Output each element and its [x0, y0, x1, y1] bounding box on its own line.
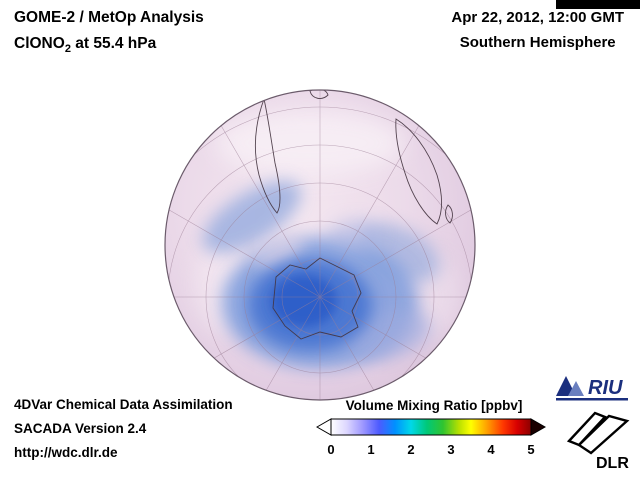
datetime-label: Apr 22, 2012, 12:00 GMT	[451, 9, 624, 26]
coastline-island-north	[309, 90, 329, 99]
colorbar-right-arrow	[530, 418, 547, 436]
riu-logo-underline	[556, 398, 628, 401]
hemisphere-map	[164, 89, 476, 401]
coastline-south-america	[254, 97, 281, 214]
riu-logo: RIU	[556, 376, 628, 401]
dlr-logo: DLR	[566, 411, 630, 472]
colorbar-tick: 5	[527, 442, 534, 457]
species-name: ClONO	[14, 34, 65, 52]
colorbar-tick: 0	[327, 442, 334, 457]
header-right: Apr 22, 2012, 12:00 GMT Southern Hemisph…	[451, 10, 624, 50]
riu-logo-text: RIU	[588, 377, 623, 399]
riu-logo-mountain-light	[568, 381, 584, 396]
coastline-antarctica	[272, 257, 362, 340]
colorbar-tick: 1	[367, 442, 374, 457]
assimilation-label: 4DVar Chemical Data Assimilation	[14, 397, 233, 412]
colorbar: Volume Mixing Ratio [ppbv] 0 1 2 3 4 5	[316, 398, 552, 460]
version-label: SACADA Version 2.4	[14, 421, 147, 436]
dlr-logo-text: DLR	[596, 455, 629, 472]
species-subscript: 2	[64, 42, 71, 55]
colorbar-tick: 2	[407, 442, 414, 457]
colorbar-left-arrow	[316, 418, 332, 436]
pressure-level: at 55.4 hPa	[70, 34, 157, 52]
coastline-africa	[395, 118, 442, 225]
screen-corner-artifact	[556, 0, 640, 9]
colorbar-gradient-bar	[330, 418, 532, 436]
coastline-madagascar	[445, 204, 453, 224]
colorbar-title: Volume Mixing Ratio [ppbv]	[345, 398, 523, 413]
species-level-label: ClONO2 at 55.4 hPa	[14, 34, 204, 55]
analysis-title: GOME-2 / MetOp Analysis	[14, 9, 204, 26]
dlr-logo-mark	[566, 411, 630, 455]
colorbar-tick: 4	[487, 442, 495, 457]
hemisphere-label: Southern Hemisphere	[459, 34, 616, 51]
globe-limb	[164, 89, 476, 401]
colorbar-scale: 0 1 2 3 4 5	[316, 418, 547, 457]
website-url: http://wdc.dlr.de	[14, 445, 118, 460]
colorbar-tick: 3	[447, 442, 454, 457]
header-left: GOME-2 / MetOp Analysis ClONO2 at 55.4 h…	[14, 10, 204, 55]
